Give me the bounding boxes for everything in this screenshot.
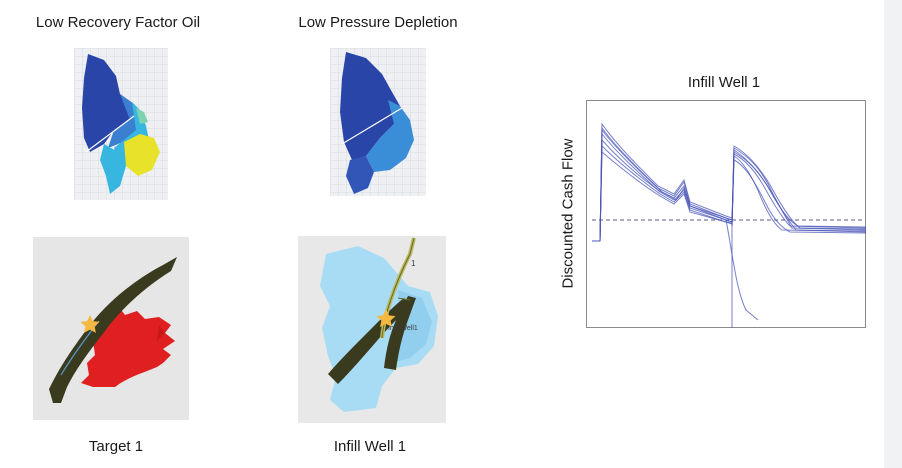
infill-well-tag: InfillWell1 — [388, 325, 418, 332]
infill-well-caption: Infill Well 1 — [333, 438, 407, 455]
dcf-curves — [592, 122, 866, 328]
low-pressure-title: Low Pressure Depletion — [298, 14, 458, 31]
target-star-icon — [80, 315, 100, 333]
dcf-chart — [586, 100, 866, 328]
well-number-label: 1 — [411, 259, 416, 268]
infill-star-icon — [376, 309, 396, 328]
infill-well-panel: 1 InfillWell1 — [298, 236, 446, 423]
chart-ylabel: Discounted Cash Flow — [559, 138, 577, 289]
target-panel — [33, 237, 189, 420]
low-recovery-map — [74, 48, 168, 200]
chart-frame — [586, 100, 866, 328]
right-edge-strip — [884, 0, 902, 468]
low-pressure-map — [330, 48, 426, 196]
low-recovery-title: Low Recovery Factor Oil — [35, 14, 201, 31]
chart-title: Infill Well 1 — [687, 74, 761, 91]
target-caption: Target 1 — [88, 438, 144, 455]
